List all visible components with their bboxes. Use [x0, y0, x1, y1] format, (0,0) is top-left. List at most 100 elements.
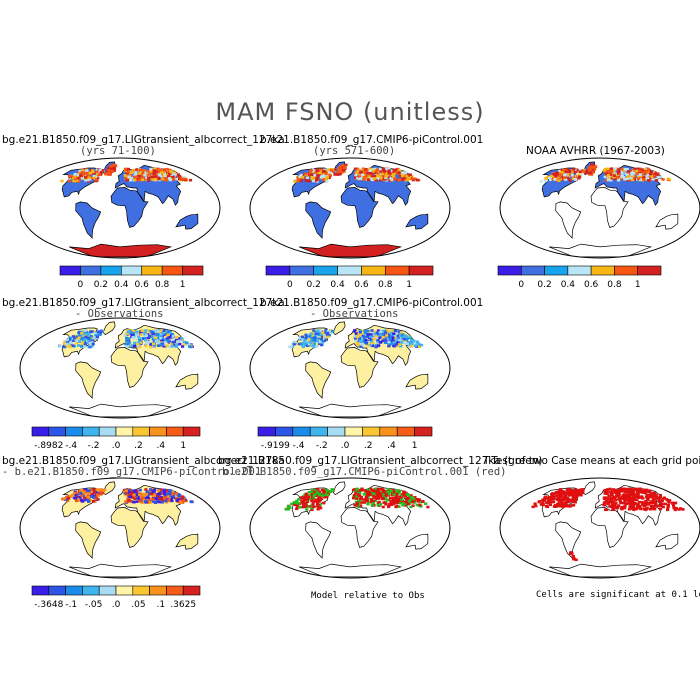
- snow-cell: [326, 491, 330, 495]
- snow-cell: [353, 335, 357, 338]
- snow-cell: [642, 178, 646, 181]
- snow-cell: [376, 177, 380, 180]
- snow-cell: [385, 334, 389, 337]
- snow-cell: [632, 493, 636, 497]
- snow-cell: [356, 335, 360, 339]
- snow-cell: [312, 342, 316, 346]
- snow-cell: [90, 495, 94, 498]
- panel-7-title: bg.e21.B1850.f09_g17.LIGtransient_albcor…: [218, 455, 543, 467]
- snow-cell: [579, 489, 583, 493]
- snow-cell: [308, 497, 312, 500]
- snow-cell: [572, 488, 576, 492]
- snow-cell: [400, 333, 404, 337]
- snow-cell: [80, 345, 84, 348]
- snow-cell: [328, 173, 332, 177]
- snow-cell: [132, 500, 136, 504]
- map-outline: [499, 157, 700, 259]
- continent-greenland: [582, 481, 596, 496]
- panel-8-note: Cells are significant at 0.1 level: [536, 590, 700, 600]
- map-outline: [249, 157, 451, 259]
- snow-cell: [97, 333, 101, 336]
- snow-cell: [367, 175, 371, 179]
- snow-cell: [633, 495, 637, 499]
- snow-cell: [78, 169, 82, 173]
- snow-cell: [548, 176, 552, 180]
- snow-cell: [327, 176, 331, 180]
- snow-cell: [609, 496, 613, 499]
- snow-cell: [168, 345, 172, 349]
- snow-cell: [619, 501, 623, 505]
- snow-cell: [408, 345, 412, 349]
- snow-cell: [616, 178, 621, 182]
- snow-cell: [644, 492, 648, 495]
- snow-cell: [175, 499, 179, 502]
- snow-cell: [360, 168, 364, 172]
- continent-africa: [590, 187, 629, 228]
- snow-cell: [155, 493, 159, 496]
- continent-australia: [175, 533, 199, 550]
- snow-cell: [387, 490, 391, 494]
- snow-cell: [617, 504, 621, 507]
- continent-greenland: [332, 481, 346, 496]
- snow-cell: [112, 166, 116, 170]
- snow-cell: [361, 488, 365, 492]
- snow-cell: [653, 494, 657, 497]
- snow-cell: [312, 344, 316, 348]
- continent-southAmerica: [305, 201, 332, 239]
- snow-cell: [123, 167, 128, 171]
- snow-cell: [84, 338, 88, 341]
- snow-cell: [129, 344, 133, 348]
- snow-cell: [386, 488, 390, 491]
- snow-cell: [170, 490, 174, 494]
- snow-cell: [377, 491, 381, 495]
- snow-cell: [80, 490, 84, 494]
- colorbar-bin: [100, 265, 122, 276]
- colorbar-tick-label: 1: [180, 441, 186, 451]
- snow-cell: [612, 489, 616, 493]
- snow-cell: [296, 175, 300, 179]
- snow-cell: [304, 179, 308, 182]
- snow-cell: [319, 175, 323, 179]
- snow-cell: [318, 171, 322, 174]
- snow-cell: [323, 338, 327, 342]
- snow-cell: [604, 167, 608, 171]
- snow-cell: [159, 336, 163, 340]
- snow-cell: [630, 488, 634, 491]
- snow-cell: [627, 170, 631, 173]
- snow-cell: [386, 175, 390, 179]
- snow-cell: [71, 176, 76, 180]
- snow-cell: [404, 171, 408, 175]
- snow-cell: [156, 172, 160, 175]
- colorbar-bin: [590, 265, 615, 276]
- snow-cell: [424, 502, 428, 505]
- snow-cell: [615, 176, 619, 179]
- snow-cell: [406, 342, 410, 346]
- snow-cell: [646, 168, 650, 171]
- snow-cell: [566, 176, 570, 180]
- snow-cell: [381, 167, 386, 171]
- snow-cell: [146, 494, 150, 498]
- snow-cell: [168, 178, 172, 182]
- snow-cell: [362, 493, 366, 496]
- snow-cell: [384, 176, 388, 180]
- snow-cell: [321, 340, 325, 343]
- snow-cell: [127, 341, 131, 344]
- snow-cell: [290, 502, 294, 506]
- snow-cell: [337, 167, 341, 170]
- snow-cell: [154, 339, 158, 343]
- snow-cell: [650, 175, 654, 178]
- snow-cell: [413, 177, 417, 181]
- snow-cell: [372, 501, 376, 505]
- snow-cell: [321, 331, 325, 335]
- snow-cell: [301, 338, 305, 342]
- colorbar-bin: [337, 265, 362, 276]
- snow-cell: [310, 493, 314, 497]
- snow-cell: [127, 339, 131, 342]
- snow-cell: [318, 503, 322, 506]
- snow-cell: [396, 167, 400, 171]
- snow-cell: [295, 499, 299, 503]
- snow-cell: [78, 333, 82, 337]
- snow-cell: [569, 500, 573, 503]
- snow-cell: [557, 174, 561, 178]
- snow-cell: [638, 176, 642, 179]
